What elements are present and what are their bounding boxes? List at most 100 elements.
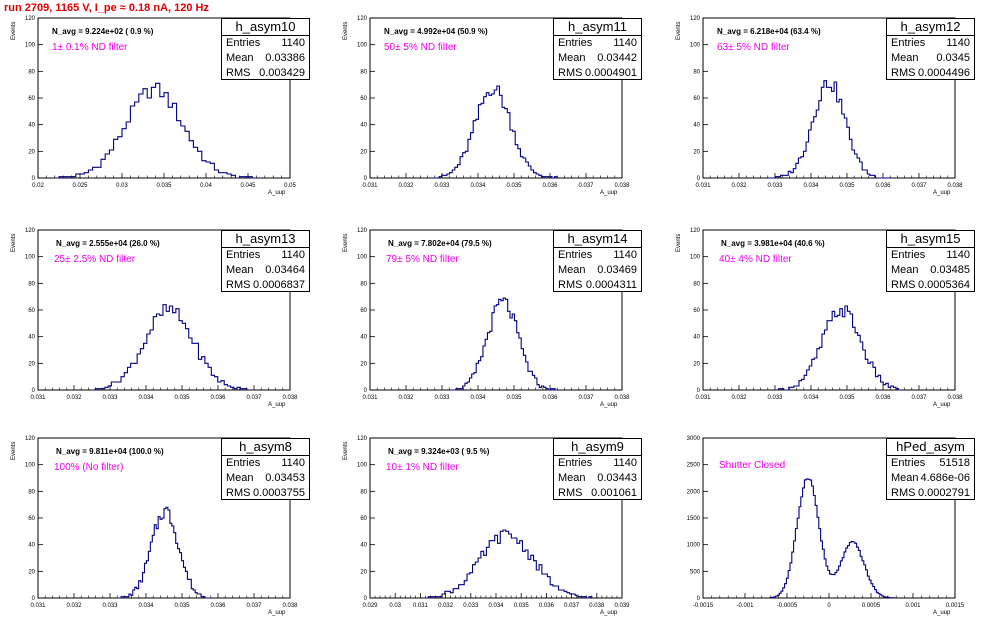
x-tick-label: 0.031 xyxy=(695,395,711,401)
x-tick-label: 0.031 xyxy=(362,183,378,189)
y-tick-label: 60 xyxy=(28,308,35,314)
x-tick-label: 0.038 xyxy=(589,603,605,609)
x-tick-label: 0.031 xyxy=(362,395,378,401)
histogram-line xyxy=(431,85,558,179)
filter-label: 79± 5% ND filter xyxy=(386,254,459,265)
stats-value: 51518 xyxy=(939,457,970,469)
filter-label: 63± 5% ND filter xyxy=(717,42,790,53)
y-tick-label: 20 xyxy=(693,149,700,155)
x-tick-label: 0.033 xyxy=(767,395,783,401)
x-tick-label: 0.037 xyxy=(246,603,262,609)
x-tick-label: 0.034 xyxy=(803,183,819,189)
stats-title: h_asym13 xyxy=(222,231,309,248)
x-tick-label: 0.036 xyxy=(542,183,558,189)
stats-value: 0.003429 xyxy=(259,67,305,79)
y-tick-label: 120 xyxy=(25,228,36,234)
x-tick-label: 0.032 xyxy=(398,183,414,189)
stats-title: h_asym11 xyxy=(554,19,641,36)
y-tick-label: 120 xyxy=(690,228,701,234)
stats-value: 0.0345 xyxy=(936,52,970,64)
y-tick-label: 0 xyxy=(364,596,368,602)
y-tick-label: 20 xyxy=(360,361,367,367)
n-avg-label: N_avg = 9.324e+03 ( 9.5 %) xyxy=(388,447,490,456)
x-tick-label: 0.036 xyxy=(210,395,226,401)
y-tick-label: 80 xyxy=(360,69,367,75)
stats-value: 0.001061 xyxy=(591,487,637,499)
x-axis-label: A_uup xyxy=(600,402,618,408)
histogram-svg: 0.031 0.032 0.033 0.034 0.035 0.036 0.037 0.038… xyxy=(357,228,630,401)
y-tick-label: 0 xyxy=(32,388,36,394)
stats-row-mean: Mean 0.03469 xyxy=(554,263,641,278)
x-tick-label: 0.04 xyxy=(200,183,212,189)
stats-value: 0.03442 xyxy=(597,52,637,64)
filter-label: 50± 5% ND filter xyxy=(384,42,457,53)
y-tick-label: 60 xyxy=(360,96,367,102)
stats-value: 0.03453 xyxy=(265,472,305,484)
n-avg-label: N_avg = 2.555e+04 (26.0 %) xyxy=(56,239,160,248)
stats-row-entries: Entries 51518 xyxy=(887,456,974,471)
x-tick-label: 0.033 xyxy=(434,183,450,189)
y-tick-label: 120 xyxy=(25,436,36,442)
y-tick-label: 60 xyxy=(28,516,35,522)
y-tick-label: 20 xyxy=(28,569,35,575)
histogram-panel-h_asym11: 0.031 0.032 0.033 0.034 0.035 0.036 0.037 0.038… xyxy=(357,16,630,198)
histogram-line xyxy=(767,80,891,179)
x-tick-label: 0.036 xyxy=(875,183,891,189)
histogram-svg: 0.031 0.032 0.033 0.034 0.035 0.036 0.037 0.038… xyxy=(357,16,630,189)
x-tick-label: 0.035 xyxy=(514,603,530,609)
x-tick-label: 0.039 xyxy=(614,603,630,609)
y-tick-label: 3000 xyxy=(687,436,701,442)
y-tick-label: 0 xyxy=(697,388,701,394)
y-tick-label: 100 xyxy=(357,43,368,49)
y-tick-label: 20 xyxy=(693,361,700,367)
y-tick-label: 40 xyxy=(360,543,367,549)
x-tick-label: 0.033 xyxy=(463,603,479,609)
x-tick-label: 0.036 xyxy=(875,395,891,401)
stats-row-rms: RMS 0.0005364 xyxy=(887,278,974,293)
stats-row-rms: RMS 0.0004311 xyxy=(554,278,641,293)
x-tick-label: 0.045 xyxy=(240,183,256,189)
stats-box: hPed_asym Entries 51518 Mean 4.686e-06 RMS 0.0… xyxy=(886,438,975,500)
y-tick-label: 40 xyxy=(28,123,35,129)
x-tick-label: 0.02 xyxy=(32,183,44,189)
x-axis-label: A_uup xyxy=(933,190,951,196)
stats-key: Entries xyxy=(891,457,926,469)
histogram-panel-h_asym10: 0.02 0.025 0.03 0.035 0.04 0.045 0.05 0 20 40 60 80… xyxy=(25,16,297,198)
stats-key: Mean xyxy=(226,52,254,64)
stats-row-mean: Mean 0.0345 xyxy=(887,51,974,66)
x-tick-label: 0.03 xyxy=(389,603,401,609)
stats-row-rms: RMS 0.0002791 xyxy=(887,486,974,501)
y-tick-label: 20 xyxy=(360,569,367,575)
y-tick-label: 1500 xyxy=(687,516,701,522)
y-tick-label: 500 xyxy=(690,569,701,575)
stats-key: Entries xyxy=(226,457,261,469)
x-axis-label: A_uup xyxy=(268,610,286,616)
stats-key: RMS xyxy=(226,487,251,499)
y-tick-label: 0 xyxy=(364,388,368,394)
y-tick-label: 40 xyxy=(28,543,35,549)
y-tick-label: 120 xyxy=(357,16,368,22)
y-tick-label: 100 xyxy=(25,255,36,261)
stats-box: h_asym10 Entries 1140 Mean 0.03386 RMS 0.00342… xyxy=(221,18,310,80)
y-tick-label: 120 xyxy=(690,16,701,22)
x-tick-label: 0.034 xyxy=(803,395,819,401)
x-axis-label: A_uup xyxy=(600,190,618,196)
y-tick-label: 60 xyxy=(28,96,35,102)
filter-label: 25± 2.5% ND filter xyxy=(54,254,136,265)
y-tick-label: 100 xyxy=(25,43,36,49)
stats-title: hPed_asym xyxy=(887,439,974,456)
y-tick-label: 100 xyxy=(25,463,36,469)
y-tick-label: 1000 xyxy=(687,543,701,549)
stats-key: Mean xyxy=(226,472,254,484)
y-axis-label: Events xyxy=(343,233,349,252)
stats-row-entries: Entries 1140 xyxy=(887,36,974,51)
y-tick-label: 20 xyxy=(360,149,367,155)
histogram-panel-h_asym13: 0.031 0.032 0.033 0.034 0.035 0.036 0.037 0.038… xyxy=(25,228,298,410)
y-tick-label: 80 xyxy=(693,69,700,75)
x-tick-label: 0.033 xyxy=(434,395,450,401)
stats-key: RMS xyxy=(891,279,916,291)
x-tick-label: 0.032 xyxy=(398,395,414,401)
x-tick-label: 0.037 xyxy=(911,395,927,401)
stats-value: 0.0002791 xyxy=(918,487,970,499)
x-tick-label: 0.037 xyxy=(911,183,927,189)
